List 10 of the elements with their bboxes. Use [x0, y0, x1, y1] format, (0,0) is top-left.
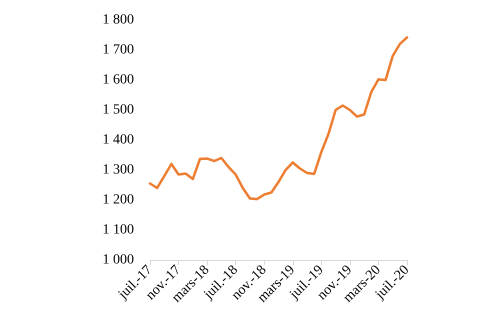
- line-series: [148, 36, 408, 200]
- y-tick-label: 1 700: [102, 42, 134, 58]
- y-tick-label: 1 000: [102, 252, 134, 268]
- y-tick-label: 1 300: [102, 162, 134, 178]
- y-tick-label: 1 600: [102, 72, 134, 88]
- y-tick-label: 1 100: [102, 222, 134, 238]
- y-tick-label: 1 400: [102, 132, 134, 148]
- y-tick-label: 1 800: [102, 12, 134, 28]
- y-tick-label: 1 200: [102, 192, 134, 208]
- y-tick-label: 1 500: [102, 102, 134, 118]
